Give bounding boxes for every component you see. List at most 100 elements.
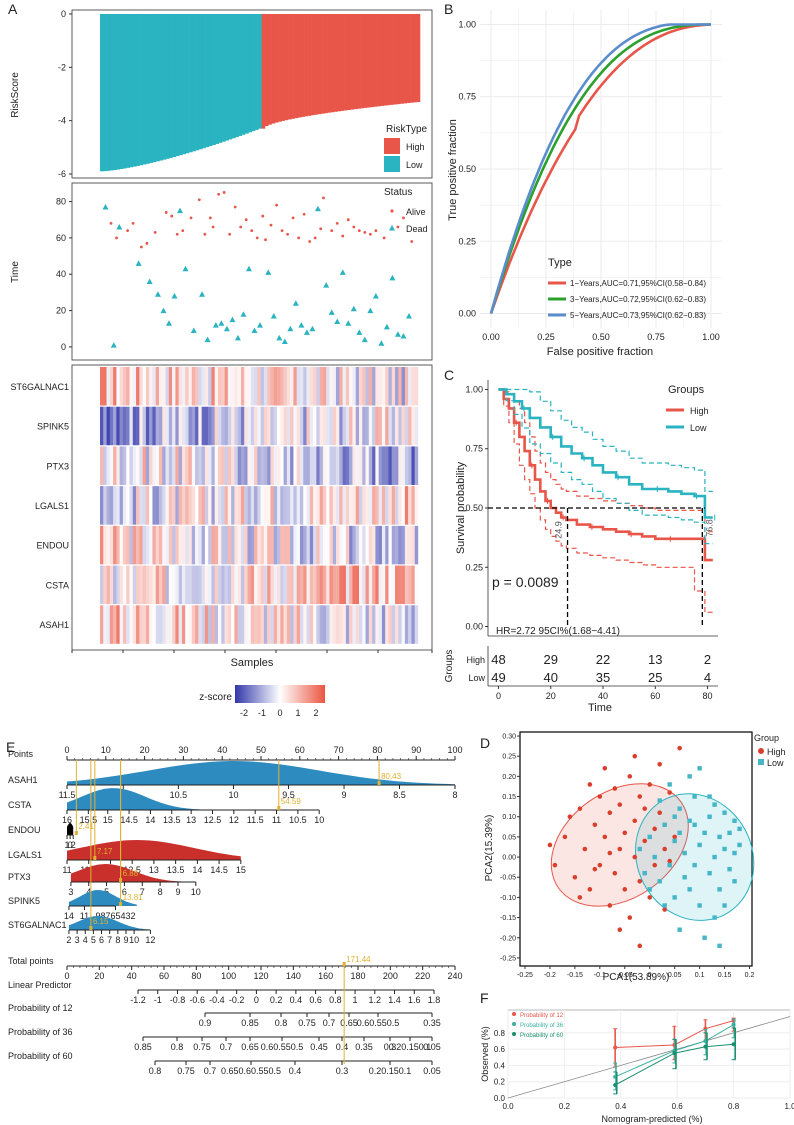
heatmap-cell bbox=[339, 406, 343, 446]
zscore-tick-label: -2 bbox=[240, 708, 248, 718]
risk-score-bar bbox=[321, 14, 325, 114]
heatmap-cell bbox=[326, 525, 330, 565]
pca-ytick-label: -0.20 bbox=[500, 935, 516, 942]
heatmap-cell bbox=[116, 605, 120, 644]
heatmap-cell bbox=[280, 367, 284, 406]
heatmap-cell bbox=[316, 367, 320, 406]
risk-score-bar bbox=[245, 14, 249, 134]
heatmap-cell bbox=[113, 605, 117, 644]
dead-point bbox=[383, 323, 390, 330]
heatmap-cell bbox=[388, 605, 392, 644]
risk-score-bar bbox=[235, 14, 239, 138]
heatmap-cell bbox=[408, 525, 412, 565]
heatmap-cell bbox=[149, 367, 153, 406]
time-ylabel: Time bbox=[10, 261, 21, 283]
heatmap-cell bbox=[319, 525, 324, 565]
heatmap-cell bbox=[136, 406, 140, 446]
nomogram-tick-label-st6galnac1: 8 bbox=[115, 935, 120, 945]
heatmap-cell bbox=[372, 565, 376, 605]
heatmap-cell bbox=[116, 565, 120, 605]
roc-xtick-label: 1.00 bbox=[702, 332, 720, 342]
heatmap-cell bbox=[257, 367, 261, 406]
heatmap-cell bbox=[237, 565, 242, 605]
alive-point bbox=[239, 225, 243, 229]
heatmap-cell bbox=[349, 406, 353, 446]
heatmap-cell bbox=[100, 486, 104, 525]
heatmap-cell bbox=[280, 605, 284, 644]
km-ci-lower-high bbox=[498, 388, 713, 613]
nomogram-tick-label-linear-predictor: 0 bbox=[254, 995, 259, 1005]
pca-point-low bbox=[727, 866, 732, 872]
nomogram-tick-label-csta: 15 bbox=[103, 815, 113, 825]
heatmap-cell bbox=[198, 525, 202, 565]
status-legend-dead: Dead bbox=[406, 224, 428, 234]
heatmap-cell bbox=[306, 446, 311, 485]
heatmap-cell bbox=[372, 406, 376, 446]
heatmap-cell bbox=[375, 486, 379, 525]
nomogram-tick-label-probability-of-60: 0.4 bbox=[289, 1066, 302, 1076]
nomogram-tick-label-total-points: 240 bbox=[447, 971, 462, 981]
heatmap-cell bbox=[237, 525, 242, 565]
dead-point bbox=[165, 320, 172, 326]
pca-xtick-label: 0.05 bbox=[668, 972, 682, 979]
heatmap-cell bbox=[149, 525, 153, 565]
nomogram-tick-label-ptx3: 4 bbox=[86, 887, 91, 897]
heatmap-cell bbox=[136, 486, 140, 525]
heatmap-cell bbox=[398, 406, 402, 446]
heatmap-cell bbox=[172, 406, 176, 446]
heatmap-cell bbox=[306, 486, 311, 525]
calibration-xtick-label: 0.4 bbox=[615, 1102, 627, 1111]
heatmap-cell bbox=[398, 565, 402, 605]
nomogram-tick-label-probability-of-60: 0.7 bbox=[204, 1066, 217, 1076]
heatmap-cell bbox=[122, 565, 127, 605]
risk-score-bar bbox=[109, 14, 114, 171]
pca-point-high bbox=[547, 842, 553, 848]
heatmap-cell bbox=[273, 605, 278, 644]
heatmap-cell bbox=[368, 565, 373, 605]
heatmap-cell bbox=[122, 446, 127, 485]
nomogram-tick-label-st6galnac1: 2 bbox=[66, 935, 71, 945]
heatmap-cell bbox=[254, 406, 258, 446]
heatmap-cell bbox=[132, 525, 137, 565]
pca-legend-high: High bbox=[767, 747, 786, 757]
pca-point-low bbox=[647, 834, 652, 840]
nomogram-row-label-csta: CSTA bbox=[8, 800, 31, 810]
heatmap-cell bbox=[227, 446, 232, 485]
alive-point bbox=[211, 225, 215, 229]
pca-xtick-label: 0.2 bbox=[745, 972, 755, 979]
heatmap-cell bbox=[240, 406, 245, 446]
heatmap-cell bbox=[270, 486, 274, 525]
risk-score-bar bbox=[136, 14, 140, 166]
dead-point bbox=[182, 265, 189, 272]
nomogram-tick-label-st6galnac1: 10 bbox=[129, 935, 139, 945]
heatmap-cell bbox=[316, 486, 320, 525]
heatmap-cell bbox=[132, 565, 137, 605]
pca-point-low bbox=[672, 814, 677, 819]
nomogram-tick-label-csta: 16 bbox=[62, 815, 72, 825]
km-hazard-ratio: HR=2.72 95CI%(1.68−4.41) bbox=[496, 626, 620, 637]
heatmap-cell bbox=[414, 446, 419, 485]
risk-table-count: 25 bbox=[648, 670, 662, 685]
calibration-ytick-label: 0.4 bbox=[494, 1061, 506, 1070]
pca-point-low bbox=[717, 834, 722, 840]
risk-score-bar bbox=[129, 14, 134, 168]
nomogram-tick-label-csta: 14 bbox=[145, 815, 155, 825]
nomogram-tick-label-linear-predictor: 0.4 bbox=[290, 995, 303, 1005]
nomogram-tick-label-probability-of-36: 0.60.550.5 bbox=[261, 1042, 304, 1052]
nomogram-tick-label-points: 30 bbox=[178, 745, 188, 755]
alive-point bbox=[261, 214, 265, 218]
heatmap-cell bbox=[129, 406, 133, 446]
heatmap-cell bbox=[191, 446, 196, 485]
heatmap-cell bbox=[126, 486, 130, 525]
panel-label-f: F bbox=[480, 990, 489, 1006]
pca-ytick-label: -0.15 bbox=[500, 915, 516, 922]
heatmap-cell bbox=[303, 406, 307, 446]
heatmap-cell bbox=[414, 605, 419, 644]
heatmap-cell bbox=[303, 525, 307, 565]
heatmap-cell bbox=[267, 565, 271, 605]
heatmap-cell bbox=[224, 525, 229, 565]
heatmap-cell bbox=[280, 525, 284, 565]
heatmap-cell bbox=[172, 605, 176, 644]
heatmap-cell bbox=[398, 486, 402, 525]
heatmap-cell bbox=[155, 525, 160, 565]
